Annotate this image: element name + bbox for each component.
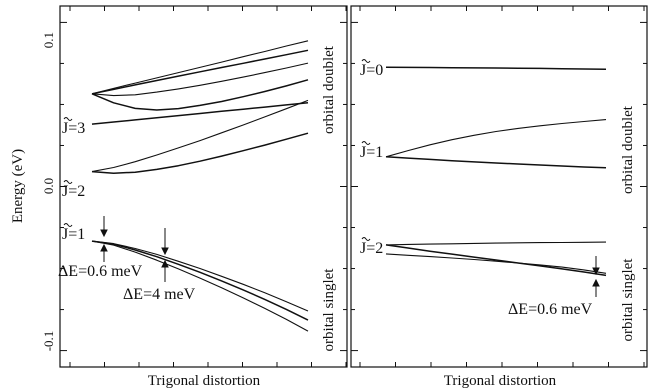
axis-ticks xyxy=(60,6,647,367)
left-series-line-1 xyxy=(91,40,309,95)
left-series-line-2 xyxy=(91,49,309,95)
tilde-left-j1 xyxy=(63,223,73,227)
left-series-line-6 xyxy=(91,132,309,174)
left-series-line-7 xyxy=(91,240,309,312)
left-side-label-singlet: orbital singlet xyxy=(321,268,337,352)
right-series-line-3 xyxy=(385,241,607,246)
right-level-label-j2: J=2 xyxy=(360,240,383,257)
y-tick-label-bottom: -0.1 xyxy=(41,331,56,352)
tilde-marks xyxy=(63,59,371,241)
left-side-label-doublet: orbital doublet xyxy=(321,45,337,134)
right-side-label-singlet: orbital singlet xyxy=(620,258,636,342)
right-level-label-j0: J=0 xyxy=(360,62,383,79)
left-series-line-0 xyxy=(91,102,309,125)
left-level-label-j2: J=2 xyxy=(62,183,85,200)
right-panel-curves xyxy=(385,66,607,277)
arrow-right-up-head xyxy=(592,278,600,287)
right-panel-frame xyxy=(350,5,648,368)
right-x-axis-label: Trigonal distortion xyxy=(444,373,557,389)
arrow-left-small-down-head xyxy=(100,229,108,238)
left-annotation-delta-small: ΔE=0.6 meV xyxy=(58,263,143,280)
left-series-line-3 xyxy=(91,62,309,97)
delta-arrows xyxy=(100,216,600,297)
right-side-label-doublet: orbital doublet xyxy=(620,105,636,194)
arrow-left-large-down-head xyxy=(161,247,169,256)
right-series-line-4 xyxy=(385,244,607,277)
left-panel-curves xyxy=(91,40,309,332)
right-annotation-delta: ΔE=0.6 meV xyxy=(508,301,593,318)
tilde-right-j2 xyxy=(361,237,371,241)
y-axis-label: Energy (eV) xyxy=(10,149,26,223)
y-tick-label-top: 0.1 xyxy=(41,32,56,48)
y-tick-label-middle: 0.0 xyxy=(41,178,56,194)
right-series-line-5 xyxy=(385,253,607,274)
left-series-line-8 xyxy=(91,240,309,321)
left-x-axis-label: Trigonal distortion xyxy=(148,373,261,389)
left-series-line-9 xyxy=(91,240,309,332)
tilde-right-j1 xyxy=(361,141,371,145)
tilde-left-j3 xyxy=(63,117,73,121)
left-level-label-j3: J=3 xyxy=(62,120,85,137)
right-series-line-1 xyxy=(385,119,607,158)
left-panel-frame xyxy=(59,5,348,368)
left-annotation-delta-large: ΔE=4 meV xyxy=(123,286,196,303)
left-series-line-5 xyxy=(91,99,309,173)
left-series-line-4 xyxy=(91,79,309,111)
arrow-left-small-up-head xyxy=(100,243,108,252)
right-series-line-2 xyxy=(385,156,607,169)
left-level-label-j1: J=1 xyxy=(62,226,85,243)
right-level-label-j1: J=1 xyxy=(360,144,383,161)
tilde-right-j0 xyxy=(361,59,371,63)
tilde-left-j2 xyxy=(63,180,73,184)
right-series-line-0 xyxy=(385,66,607,71)
